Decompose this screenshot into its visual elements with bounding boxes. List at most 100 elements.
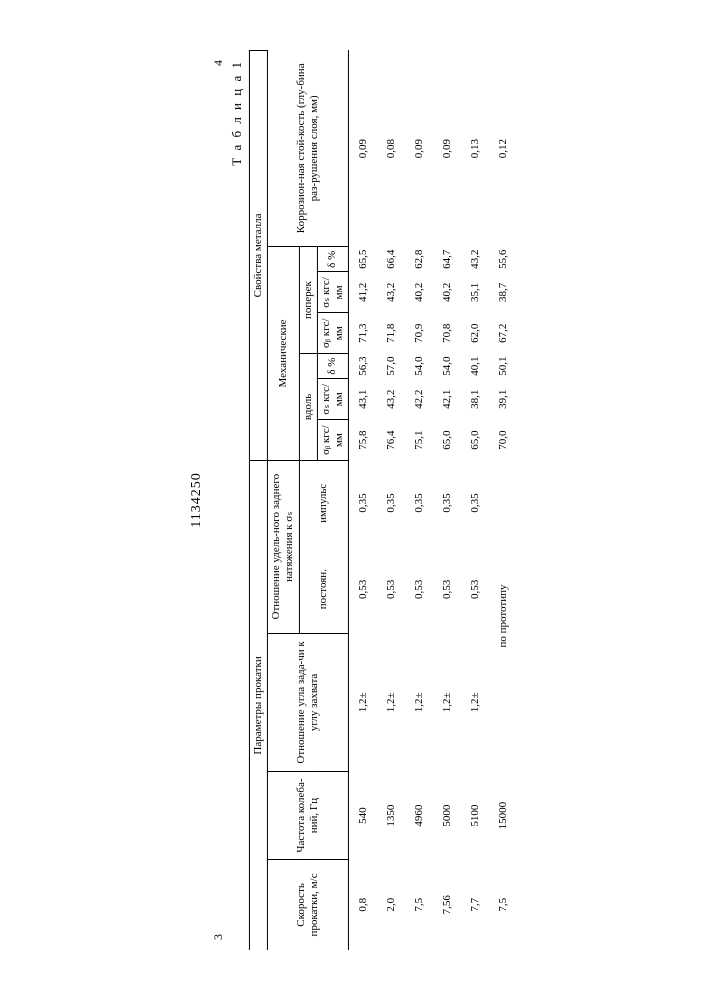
cell-corr: 0,09 <box>405 51 433 247</box>
hdr-props: Свойства металла <box>249 51 267 461</box>
cell-pd: 66,4 <box>377 247 405 272</box>
hdr-p-d: δ % <box>317 247 348 272</box>
cell-freq: 1350 <box>377 772 405 860</box>
cell-psb: 67,2 <box>489 313 517 354</box>
cell-corr: 0,09 <box>349 51 378 247</box>
cell-vd: 50,1 <box>489 353 517 378</box>
cell-psb: 71,8 <box>377 313 405 354</box>
cell-corr: 0,13 <box>461 51 489 247</box>
cell-pss: 43,2 <box>377 272 405 313</box>
hdr-corr: Коррозион-ная стой-кость (глу-бина раз-р… <box>268 51 349 247</box>
cell-angle: 1,2± <box>433 633 461 772</box>
table-row: 7,7 5100 1,2± 0,53 0,35 65,0 38,1 40,1 6… <box>461 51 489 951</box>
cell-freq: 5100 <box>461 772 489 860</box>
cell-t1: 0,53 <box>377 546 405 633</box>
cell-pd: 62,8 <box>405 247 433 272</box>
hdr-speed: Скорость прокатки, м/с <box>268 859 349 950</box>
rotated-content: 1134250 3 4 Т а б л и ц а 1 Параметры пр… <box>189 50 517 950</box>
table-row: 7,56 5000 1,2± 0,53 0,35 65,0 42,1 54,0 … <box>433 51 461 951</box>
cell-speed: 2,0 <box>377 859 405 950</box>
cell-t2: 0,35 <box>377 460 405 545</box>
cell-vd: 54,0 <box>433 353 461 378</box>
cell-vsb: 76,4 <box>377 420 405 461</box>
cell-vd: 56,3 <box>349 353 378 378</box>
cell-pss: 38,7 <box>489 272 517 313</box>
cell-vsb: 65,0 <box>461 420 489 461</box>
cell-t2: 0,35 <box>405 460 433 545</box>
table-title: Т а б л и ц а 1 <box>229 50 245 950</box>
cell-t1: 0,53 <box>433 546 461 633</box>
cell-freq: 5000 <box>433 772 461 860</box>
cell-angle: 1,2± <box>405 633 433 772</box>
hdr-postoyann: постоян. <box>299 546 349 633</box>
cell-speed: 7,5 <box>489 859 517 950</box>
table-row: 2,0 1350 1,2± 0,53 0,35 76,4 43,2 57,0 7… <box>377 51 405 951</box>
cell-vss: 43,2 <box>377 379 405 420</box>
cell-pd: 64,7 <box>433 247 461 272</box>
cell-pd: 65,5 <box>349 247 378 272</box>
page-numbers: 3 4 <box>211 50 227 950</box>
cell-t1: 0,53 <box>461 546 489 633</box>
hdr-mech: Механические <box>268 247 299 461</box>
table-head: Параметры прокатки Свойства металла Скор… <box>249 51 348 951</box>
cell-corr: 0,08 <box>377 51 405 247</box>
page-num-left: 3 <box>211 934 226 940</box>
cell-freq: 4960 <box>405 772 433 860</box>
page-num-right: 4 <box>211 60 226 66</box>
cell-psb: 62,0 <box>461 313 489 354</box>
cell-vss: 38,1 <box>461 379 489 420</box>
cell-vss: 42,1 <box>433 379 461 420</box>
cell-psb: 71,3 <box>349 313 378 354</box>
cell-t2: 0,35 <box>433 460 461 545</box>
cell-speed: 7,7 <box>461 859 489 950</box>
cell-vsb: 70,0 <box>489 420 517 461</box>
cell-psb: 70,8 <box>433 313 461 354</box>
cell-vsb: 75,8 <box>349 420 378 461</box>
cell-freq: 15000 <box>489 772 517 860</box>
cell-pss: 35,1 <box>461 272 489 313</box>
hdr-v-d: δ % <box>317 353 348 378</box>
cell-angle: 1,2± <box>349 633 378 772</box>
data-table: Параметры прокатки Свойства металла Скор… <box>249 50 517 950</box>
cell-t2: 0,35 <box>349 460 378 545</box>
table-row: 7,5 15000 по прототипу 70,0 39,1 50,1 67… <box>489 51 517 951</box>
cell-speed: 7,5 <box>405 859 433 950</box>
cell-vss: 42,2 <box>405 379 433 420</box>
cell-t1: 0,53 <box>349 546 378 633</box>
hdr-p-sb: σᵦ кгс/мм <box>317 313 348 354</box>
cell-prototype: по прототипу <box>489 460 517 771</box>
cell-vd: 57,0 <box>377 353 405 378</box>
hdr-p-ss: σₛ кгс/мм <box>317 272 348 313</box>
cell-pd: 55,6 <box>489 247 517 272</box>
cell-angle: 1,2± <box>377 633 405 772</box>
cell-psb: 70,9 <box>405 313 433 354</box>
hdr-params: Параметры прокатки <box>249 460 267 950</box>
cell-corr: 0,09 <box>433 51 461 247</box>
table-body: 0,8 540 1,2± 0,53 0,35 75,8 43,1 56,3 71… <box>349 51 518 951</box>
cell-freq: 540 <box>349 772 378 860</box>
hdr-vdol: вдоль <box>299 353 317 460</box>
cell-pss: 40,2 <box>405 272 433 313</box>
hdr-tension: Отношение удель-ного заднего натяжения к… <box>268 460 299 633</box>
cell-speed: 7,56 <box>433 859 461 950</box>
cell-corr: 0,12 <box>489 51 517 247</box>
hdr-freq: Частота колеба-ний, Гц <box>268 772 349 860</box>
cell-pd: 43,2 <box>461 247 489 272</box>
cell-vss: 43,1 <box>349 379 378 420</box>
table-row: 7,5 4960 1,2± 0,53 0,35 75,1 42,2 54,0 7… <box>405 51 433 951</box>
cell-t2: 0,35 <box>461 460 489 545</box>
hdr-v-sb: σᵦ кгс/мм <box>317 420 348 461</box>
hdr-poperek: поперек <box>299 247 317 354</box>
cell-vss: 39,1 <box>489 379 517 420</box>
cell-speed: 0,8 <box>349 859 378 950</box>
table-row: 0,8 540 1,2± 0,53 0,35 75,8 43,1 56,3 71… <box>349 51 378 951</box>
cell-vsb: 75,1 <box>405 420 433 461</box>
page: 1134250 3 4 Т а б л и ц а 1 Параметры пр… <box>0 0 707 1000</box>
hdr-impuls: импульс <box>299 460 349 545</box>
cell-pss: 41,2 <box>349 272 378 313</box>
hdr-angle: Отношение угла зада-чи к углу захвата <box>268 633 349 772</box>
cell-vsb: 65,0 <box>433 420 461 461</box>
hdr-v-ss: σₛ кгс/мм <box>317 379 348 420</box>
doc-number: 1134250 <box>189 50 205 950</box>
cell-vd: 40,1 <box>461 353 489 378</box>
